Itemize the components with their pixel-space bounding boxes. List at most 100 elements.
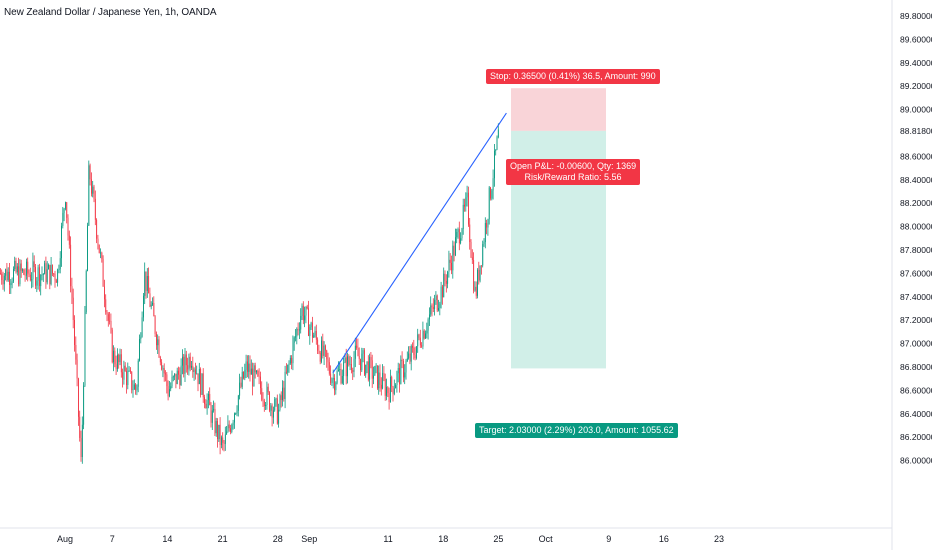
candle-body — [204, 397, 205, 404]
candle-body — [6, 269, 8, 281]
candle-body — [497, 129, 499, 138]
candle-body — [361, 353, 363, 371]
candle-body — [161, 362, 163, 370]
candle-body — [55, 280, 57, 283]
candle-body — [187, 365, 189, 370]
time-tick-label: 14 — [162, 534, 172, 544]
candle-body — [339, 369, 341, 370]
candle-body — [400, 359, 402, 385]
candle-body — [156, 333, 157, 346]
candle-body — [0, 273, 1, 275]
candle-body — [85, 271, 87, 313]
candle-body — [388, 393, 390, 403]
candle-body — [89, 165, 91, 180]
candle-body — [401, 359, 403, 362]
candle-body — [249, 363, 251, 375]
candle-body — [10, 283, 12, 285]
candle-body — [158, 339, 160, 358]
candle-body — [101, 252, 103, 259]
candle-body — [104, 286, 105, 300]
candle-body — [91, 179, 92, 194]
candle-body — [395, 385, 397, 389]
candle-body — [313, 335, 315, 338]
candle-body — [62, 212, 64, 226]
candle-body — [20, 263, 22, 271]
candle-body — [474, 286, 476, 291]
candle-body — [443, 273, 445, 298]
candle-body — [348, 356, 350, 365]
candle-body — [102, 258, 104, 287]
candle-body — [442, 286, 443, 298]
candle-body — [113, 350, 114, 363]
candle-body — [87, 225, 88, 272]
candle-body — [223, 442, 225, 444]
candle-body — [473, 259, 475, 291]
price-tick-label: 88.40000 — [900, 175, 932, 185]
candle-body — [436, 295, 438, 311]
candle-body — [13, 268, 14, 282]
candle-body — [492, 178, 494, 191]
candle-body — [248, 363, 250, 372]
candle-body — [430, 305, 432, 315]
candle-body — [490, 187, 491, 199]
candle-body — [178, 370, 179, 375]
candle-body — [159, 357, 161, 363]
candle-body — [325, 345, 326, 351]
candle-body — [189, 356, 191, 368]
candle-body — [163, 368, 165, 374]
candle-body — [345, 357, 347, 377]
candle-body — [366, 361, 368, 365]
candle-body — [148, 276, 150, 294]
candle-body — [488, 187, 490, 220]
candle-body — [301, 305, 303, 316]
candle-body — [270, 405, 272, 411]
candle-body — [182, 356, 183, 366]
candle-body — [180, 365, 182, 386]
candle-body — [150, 304, 152, 307]
candle-body — [33, 261, 35, 268]
candle-body — [391, 377, 393, 387]
candle-body — [317, 339, 319, 351]
candle-body — [416, 346, 417, 359]
candle-body — [5, 269, 7, 276]
candle-body — [122, 372, 124, 380]
candle-body — [149, 293, 151, 307]
candle-body — [94, 198, 96, 220]
candle-body — [29, 274, 31, 281]
candle-body — [44, 263, 46, 275]
candle-body — [210, 405, 212, 423]
candle-body — [356, 345, 358, 348]
candle-body — [41, 274, 43, 276]
symbol-title: New Zealand Dollar / Japanese Yen, 1h, O… — [4, 7, 217, 18]
candle-body — [417, 334, 419, 347]
candle-body — [257, 370, 259, 376]
candle-body — [222, 437, 224, 443]
candle-body — [28, 273, 30, 275]
candle-body — [231, 425, 233, 432]
candle-body — [179, 374, 181, 386]
price-axis[interactable]: 89.80000 89.60000 89.40000 89.20000 89.00000… — [900, 11, 932, 466]
target-label: Target: 2.03000 (2.29%) 203.0, Amount: 1… — [475, 423, 678, 438]
time-axis[interactable]: Aug 7 14 21 28 Sep 11 18 25 Oct 9 16 23 — [57, 534, 724, 544]
price-tick-label: 86.80000 — [900, 362, 932, 372]
candle-body — [126, 371, 127, 386]
candle-body — [423, 330, 425, 339]
candle-body — [418, 334, 420, 338]
candle-body — [32, 261, 34, 280]
candle-body — [362, 350, 364, 354]
candle-body — [494, 150, 495, 179]
candle-body — [265, 404, 267, 407]
candle-body — [208, 393, 209, 401]
candle-body — [211, 410, 213, 423]
candle-body — [219, 424, 221, 446]
candle-body — [455, 237, 456, 256]
candle-body — [3, 275, 5, 285]
time-tick-label: 16 — [659, 534, 669, 544]
candle-body — [135, 384, 137, 391]
candle-body — [185, 354, 187, 366]
candle-body — [387, 386, 389, 394]
candle-body — [295, 336, 296, 338]
candle-body — [106, 312, 108, 315]
